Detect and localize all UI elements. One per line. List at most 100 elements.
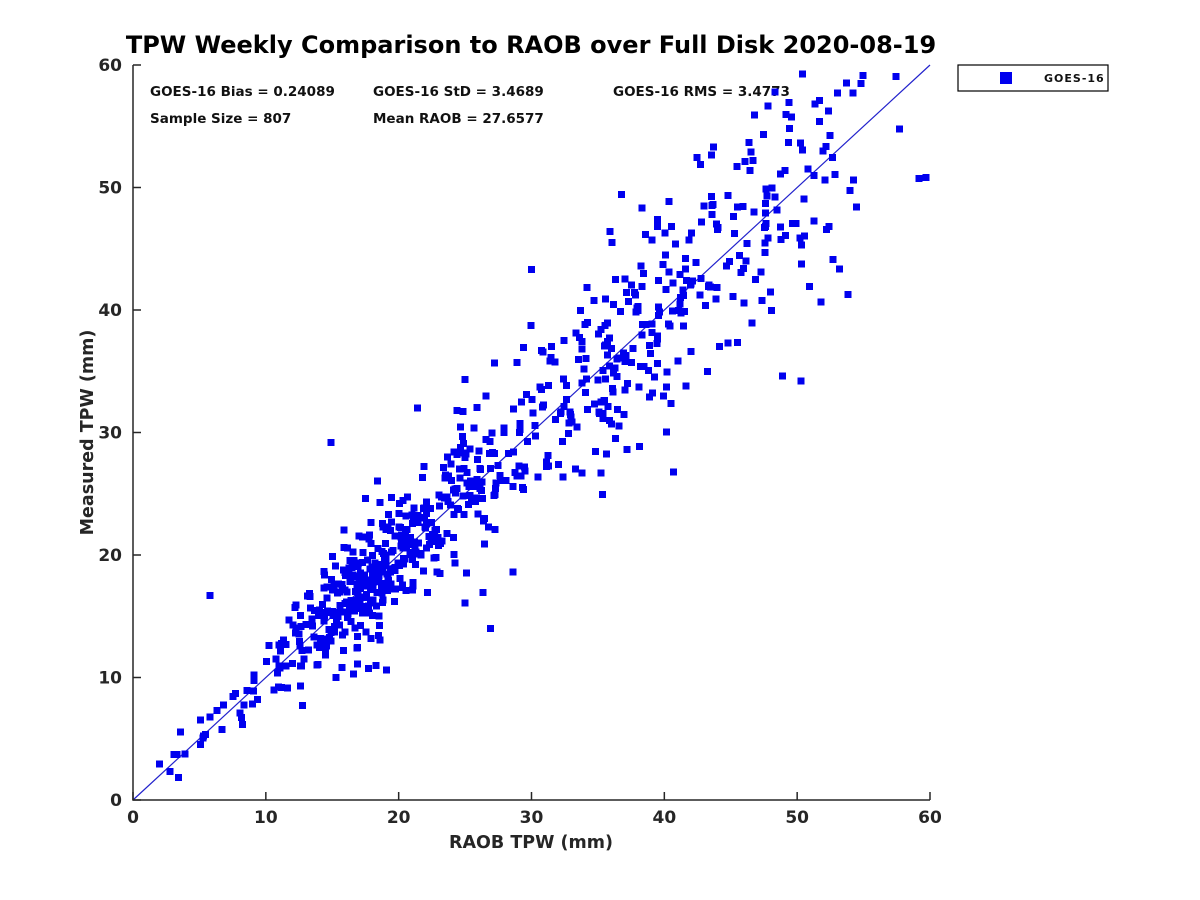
data-point <box>583 375 591 383</box>
data-point <box>410 504 418 512</box>
data-point <box>516 419 524 427</box>
data-point <box>327 637 335 645</box>
data-point <box>629 345 637 353</box>
data-point <box>320 567 328 575</box>
data-point <box>787 113 795 121</box>
data-point <box>462 569 470 577</box>
data-point <box>857 79 865 87</box>
data-point <box>739 203 747 211</box>
data-point <box>375 631 383 639</box>
data-point <box>482 436 490 444</box>
data-point <box>250 676 258 684</box>
data-point <box>420 504 428 512</box>
data-point <box>670 468 677 476</box>
data-point <box>712 220 720 228</box>
data-point <box>341 628 349 636</box>
data-point <box>748 319 756 327</box>
data-point <box>358 533 366 541</box>
data-point <box>402 512 410 520</box>
data-point <box>665 197 673 205</box>
data-point <box>583 318 591 326</box>
data-point <box>805 283 813 290</box>
data-point <box>645 393 653 401</box>
data-point <box>376 622 383 629</box>
data-point <box>397 536 405 544</box>
data-point <box>599 367 607 375</box>
data-point <box>292 601 300 609</box>
data-point <box>737 269 745 277</box>
data-point <box>635 383 643 391</box>
data-point <box>374 578 382 585</box>
data-point <box>922 174 930 182</box>
y-tick-label: 60 <box>98 56 122 76</box>
data-point <box>361 571 368 579</box>
data-point <box>343 544 351 552</box>
data-point <box>517 472 525 480</box>
data-point <box>213 707 221 715</box>
data-point <box>763 192 771 200</box>
data-point <box>340 544 348 551</box>
data-point <box>475 447 483 455</box>
data-point <box>275 662 283 670</box>
data-point <box>527 322 535 330</box>
data-point <box>359 558 366 566</box>
data-point <box>395 523 403 531</box>
data-point <box>399 497 407 504</box>
data-point <box>456 443 464 451</box>
data-point <box>681 255 689 263</box>
data-point <box>426 504 434 512</box>
data-point <box>573 423 581 431</box>
data-point <box>696 161 704 169</box>
data-point <box>431 526 439 534</box>
data-point <box>347 618 355 625</box>
data-point <box>577 307 584 314</box>
data-point <box>375 612 383 620</box>
data-point <box>562 396 570 403</box>
data-point <box>797 139 804 147</box>
data-point <box>892 73 900 81</box>
data-point <box>265 642 273 650</box>
data-point <box>320 584 328 592</box>
data-point <box>336 621 344 629</box>
data-point <box>746 166 754 174</box>
data-point <box>810 172 818 180</box>
data-point <box>349 548 357 556</box>
data-point <box>175 773 183 781</box>
data-point <box>519 344 527 352</box>
data-point <box>236 709 244 717</box>
data-point <box>611 364 619 372</box>
data-point <box>197 741 205 748</box>
data-point <box>786 125 794 133</box>
data-point <box>367 635 375 643</box>
data-point <box>354 563 362 570</box>
data-point <box>500 429 508 437</box>
data-point <box>395 509 403 517</box>
data-point <box>606 417 613 425</box>
data-point <box>450 551 458 558</box>
data-point <box>578 338 586 346</box>
data-point <box>617 190 625 198</box>
data-point <box>531 432 539 440</box>
data-point <box>713 283 721 291</box>
data-point <box>625 297 633 305</box>
data-point <box>465 483 473 491</box>
data-point <box>474 510 482 518</box>
data-point <box>602 295 609 303</box>
data-point <box>181 750 189 758</box>
data-point <box>551 358 559 366</box>
data-point <box>489 449 497 457</box>
data-point <box>785 98 793 106</box>
data-point <box>859 72 867 79</box>
data-point <box>345 564 353 572</box>
data-point <box>315 606 323 614</box>
data-point <box>339 647 347 655</box>
stat-bias: GOES-16 Bias = 0.24089 <box>150 84 335 100</box>
data-point <box>729 293 737 300</box>
data-point <box>796 234 804 242</box>
data-point <box>628 281 636 289</box>
data-point <box>425 532 433 540</box>
data-point <box>484 523 492 531</box>
data-point <box>768 184 776 192</box>
data-point <box>382 551 390 559</box>
